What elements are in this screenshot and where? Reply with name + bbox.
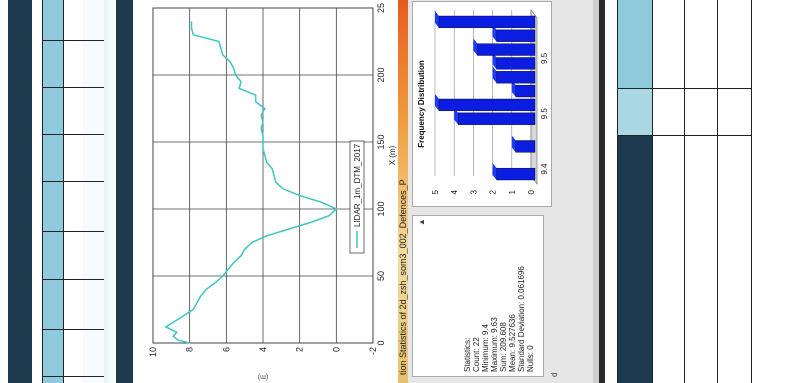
frequency-chart: 0 1 2 3 4 5 9.4 9.5 9.5 [431,9,549,194]
x-tick-label: 200 [376,67,386,82]
bar-top [435,11,439,28]
table-row-line [43,181,105,182]
bar-top [492,52,497,70]
bar-top [454,107,459,125]
table-row-line [43,329,105,330]
bar [438,98,536,112]
bar-top [511,135,516,153]
stats-line: Maximum: 9.63 [490,317,499,372]
bar-top [492,66,497,84]
y-tick-label: -2 [368,347,378,355]
table-cell-teal [618,88,652,135]
table-header-dark [116,0,133,383]
profile-chart: 0 50 100 150 200 25 -2 0 2 4 6 8 10 X (m) (m) LIDAR_1m_… [148,3,397,380]
frequency-title: Frequency Distribution [417,60,426,148]
bar-top [435,94,439,111]
y-tick-label: 2 [489,189,498,194]
x-tick-label: 100 [376,201,386,216]
stats-header: Statistics: [463,337,472,372]
table-header-dark [8,0,32,383]
table-row-line [43,376,105,377]
dropdown-arrow-icon[interactable]: ▲ [417,218,426,226]
x-tick-label: 9.5 [540,52,549,64]
table-row-line [43,134,105,135]
y-axis-label: (m) [258,373,269,380]
statistics-window: 0 50 100 150 200 25 -2 0 2 4 6 8 10 X (m) (m) LIDAR_1m_… [133,0,599,383]
table-col-line [717,0,718,383]
bar [496,167,536,181]
table-row-line [43,231,105,232]
table-cell-dark [618,135,652,383]
table-col [63,0,84,383]
bar [515,84,536,98]
x-tick-label: 25 [376,3,386,13]
legend-label: LIDAR_1m_DTM_2017 [353,143,362,227]
table-gap [32,0,42,383]
stats-line: Mean: 9.527636 [508,314,517,372]
x-tick-label: 50 [376,271,386,281]
stats-line: Count: 22 [472,337,481,372]
table-border [599,0,605,383]
window-title-bar[interactable]: tion Statistics of 2d_zsh_som3_002_Defen… [398,0,408,383]
table-row-line [43,40,105,41]
table-row-line [43,87,105,88]
stats-line: Standard Deviation: 0.061696 [517,266,526,372]
rotated-screenshot: 0 50 100 150 200 25 -2 0 2 4 6 8 10 X (m) (m) LIDAR_1m_… [133,0,599,383]
table-shade [104,0,116,383]
bar [438,15,536,29]
bar-top [492,24,497,42]
x-axis-label: X (m) [388,145,397,165]
x-tick-label: 9.4 [540,163,549,175]
left-table [42,0,106,383]
profile-chart-area: 0 50 100 150 200 25 -2 0 2 4 6 8 10 X (m) (m) LIDAR_1m_… [133,0,398,383]
statistics-box: ▲ Statistics: Count: 22 Minimum: 9.4 Max… [412,215,544,377]
bar [477,43,536,56]
statistics-panel: ▲ Statistics: Count: 22 Minimum: 9.4 Max… [408,0,599,383]
table-col-line [652,0,653,383]
bar-top [492,163,497,180]
stats-line: Nulls: 0 [526,345,535,372]
y-tick-label: 5 [431,189,440,194]
y-tick-label: 3 [469,189,478,194]
table-row-line [618,88,751,89]
bar [496,29,536,42]
frequency-chart-box: Frequency Distribution 0 1 2 3 4 5 9.4 9.5 9.5 [412,1,552,207]
bar-top [473,38,478,56]
bar [496,57,536,70]
right-table [617,0,752,383]
y-tick-label: 2 [295,347,305,352]
statistics-lines: Statistics: Count: 22 Minimum: 9.4 Maxim… [463,266,535,372]
stats-line: Sum: 209.608 [499,322,508,372]
bar [496,71,536,84]
bar-top [511,80,516,97]
x-tick-label: 150 [376,134,386,149]
y-tick-label: 0 [331,347,341,352]
table-col-line [684,0,685,383]
table-col-teal [43,0,64,383]
x-tick-label: 0 [376,340,386,345]
stats-line: Minimum: 9.4 [481,323,490,372]
y-tick-label: 4 [258,347,268,352]
field-label: d [550,372,559,377]
y-tick-label: 10 [148,347,158,357]
y-tick-label: 8 [185,347,195,352]
series-line [164,21,338,344]
y-tick-label: 1 [508,189,517,194]
y-tick-label: 0 [527,189,536,194]
bar [458,112,536,125]
bar [515,140,536,153]
x-tick-label: 9.5 [540,108,549,120]
y-tick-label: 4 [450,189,459,194]
window-title: tion Statistics of 2d_zsh_som3_002_Defen… [398,179,408,375]
y-tick-label: 6 [221,347,231,352]
table-row-line [43,279,105,280]
legend-box [349,140,365,254]
table-col [83,0,105,383]
table-row-line [618,135,751,136]
